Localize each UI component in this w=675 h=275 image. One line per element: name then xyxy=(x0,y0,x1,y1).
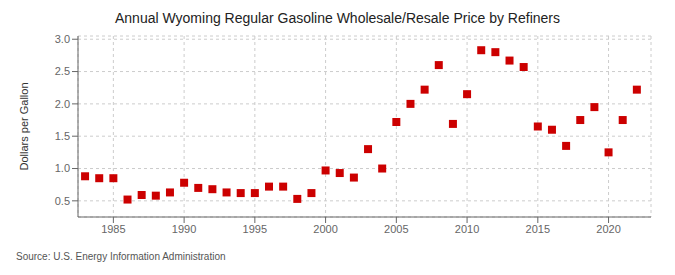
html-text:Annual Wyoming Regular Gasolin: Annual Wyoming Regular Gasoline Wholesal… xyxy=(115,10,560,26)
svg-text:2020: 2020 xyxy=(596,223,620,235)
svg-text:2.0: 2.0 xyxy=(55,98,70,110)
svg-text:2.5: 2.5 xyxy=(55,65,70,77)
svg-text:2000: 2000 xyxy=(313,223,337,235)
svg-text:1990: 1990 xyxy=(172,223,196,235)
html-text:Source: U.S. Energy Informatio: Source: U.S. Energy Information Administ… xyxy=(16,251,226,262)
svg-text:2015: 2015 xyxy=(526,223,550,235)
svg-text:3.0: 3.0 xyxy=(55,33,70,45)
svg-text:1985: 1985 xyxy=(101,223,125,235)
svg-text:1.5: 1.5 xyxy=(55,130,70,142)
svg-text:0.5: 0.5 xyxy=(55,195,70,207)
svg-text:Dollars per Gallon: Dollars per Gallon xyxy=(18,82,30,170)
svg-text:2010: 2010 xyxy=(455,223,479,235)
svg-text:1995: 1995 xyxy=(243,223,267,235)
svg-text:2005: 2005 xyxy=(384,223,408,235)
svg-text:1.0: 1.0 xyxy=(55,162,70,174)
